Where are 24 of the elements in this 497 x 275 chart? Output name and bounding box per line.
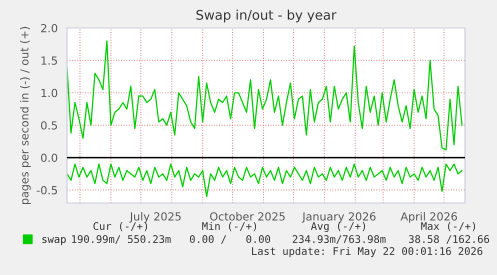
y-tick-label: 1.0 xyxy=(42,88,58,98)
text: 234.93m/763.98m xyxy=(292,235,386,244)
x-tick-label: January 2026 xyxy=(302,212,376,223)
y-axis-title: pages per second in (-) / out (+) xyxy=(20,26,31,204)
x-tick-label: July 2025 xyxy=(129,212,181,223)
legend-label: swap xyxy=(42,237,66,246)
line-series xyxy=(67,163,463,198)
text: Max (-/+) xyxy=(421,222,476,232)
text: Cur (-/+) xyxy=(93,222,148,232)
text: 190.99m/ 550.23m xyxy=(72,235,171,244)
line-series xyxy=(67,40,463,150)
y-tick-label: 1.5 xyxy=(42,56,57,65)
text: Last update: Fri May 22 00:01:16 2026 xyxy=(252,246,482,258)
text: 0.00 / 0.00 xyxy=(190,235,270,244)
y-tick-label: 0.5 xyxy=(41,121,57,130)
text: Min (-/+) xyxy=(202,222,256,232)
x-tick-label: April 2026 xyxy=(400,212,457,223)
y-tick-label: 0.0 xyxy=(41,154,58,162)
chart-title: Swap in/out - by year xyxy=(196,10,336,22)
x-tick-label: October 2025 xyxy=(210,212,285,221)
text: 38.58 /162.66 xyxy=(408,235,490,244)
y-tick-label: 2.0 xyxy=(41,24,58,32)
text: Avg (-/+) xyxy=(310,222,366,232)
y-tick-label: -0.5 xyxy=(36,186,58,194)
